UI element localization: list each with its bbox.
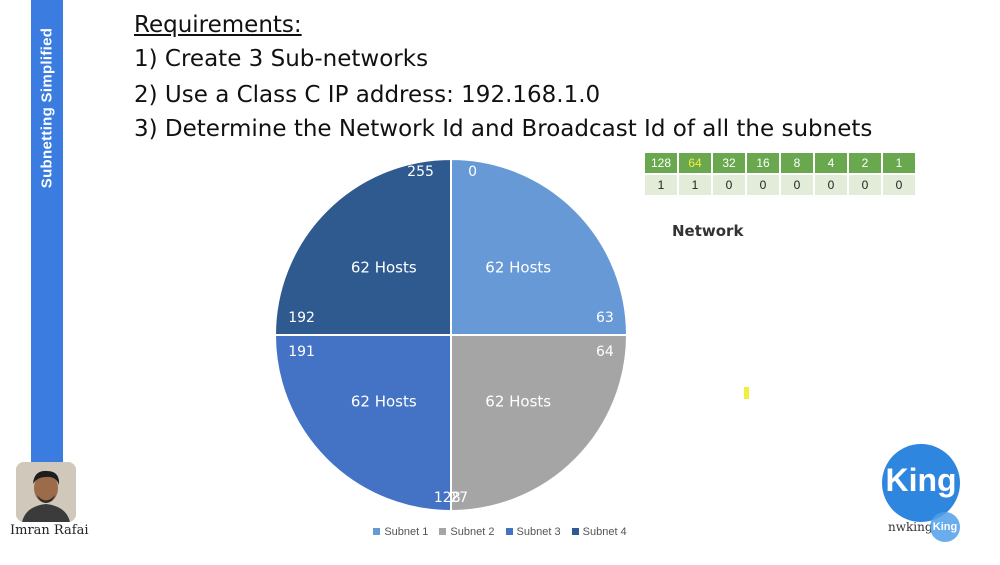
slice-range-label: 0 [468, 164, 477, 180]
legend-label: Subnet 4 [582, 526, 627, 538]
bit-cell: 0 [745, 173, 781, 197]
bit-header: 1 [881, 151, 917, 175]
legend-item: Subnet 1 [373, 526, 428, 538]
king-logo: King [882, 444, 960, 522]
slice-range-label: 63 [596, 310, 614, 326]
bit-cell: 0 [779, 173, 815, 197]
logo-text: King [885, 462, 957, 498]
bit-header: 4 [813, 151, 849, 175]
bit-cell: 0 [813, 173, 849, 197]
pen-cursor-mark [744, 387, 749, 399]
bit-header: 128 [643, 151, 679, 175]
legend-item: Subnet 4 [571, 526, 627, 538]
bit-value-row: 128 64 32 16 8 4 2 1 [643, 151, 917, 175]
legend-swatch [373, 528, 381, 535]
person-icon [16, 462, 76, 522]
network-label: Network [672, 222, 744, 240]
chart-legend: Subnet 1 Subnet 2 Subnet 3 Subnet 4 [0, 526, 1000, 538]
bit-cell: 1 [677, 173, 713, 197]
bit-header: 2 [847, 151, 883, 175]
slice-hosts-label: 62 Hosts [485, 393, 551, 411]
slice-range-label: 128 [434, 490, 461, 506]
binary-bit-table: 128 64 32 16 8 4 2 1 1 1 0 0 0 0 0 0 [643, 151, 917, 197]
bit-header: 16 [745, 151, 781, 175]
requirement-1: 1) Create 3 Sub-networks [134, 46, 429, 72]
legend-swatch [571, 528, 579, 535]
slice-hosts-label: 62 Hosts [351, 393, 417, 411]
legend-item: Subnet 2 [439, 526, 494, 538]
slice-hosts-label: 62 Hosts [351, 258, 417, 276]
presenter-avatar [16, 462, 76, 522]
pie-slice [273, 334, 452, 513]
legend-swatch [439, 528, 447, 535]
legend-swatch [505, 528, 513, 535]
requirement-2: 2) Use a Class C IP address: 192.168.1.0 [134, 82, 601, 108]
pie-slice [273, 157, 452, 336]
legend-label: Subnet 1 [384, 526, 429, 538]
requirements-title: Requirements: [134, 12, 302, 38]
slice-range-label: 255 [407, 164, 434, 180]
slice-range-label: 64 [596, 344, 614, 360]
legend-label: Subnet 2 [450, 526, 495, 538]
pie-slice [450, 157, 629, 336]
slice-range-label: 192 [288, 310, 315, 326]
bit-cell: 0 [881, 173, 917, 197]
logo-site: nwking [888, 520, 933, 534]
bit-header: 64 [677, 151, 713, 175]
slice-range-label: 191 [288, 344, 315, 360]
requirement-3: 3) Determine the Network Id and Broadcas… [134, 116, 873, 142]
bit-cell: 0 [711, 173, 747, 197]
presenter-name: Imran Rafai [10, 523, 89, 538]
bit-header: 8 [779, 151, 815, 175]
bit-state-row: 1 1 0 0 0 0 0 0 [643, 173, 917, 197]
logo-mini-badge: King [930, 512, 960, 542]
slice-hosts-label: 62 Hosts [485, 258, 551, 276]
bit-header: 32 [711, 151, 747, 175]
bit-cell: 0 [847, 173, 883, 197]
bit-cell: 1 [643, 173, 679, 197]
legend-label: Subnet 3 [516, 526, 561, 538]
sidebar-banner [31, 0, 63, 462]
pie-slice [450, 334, 629, 513]
legend-item: Subnet 3 [505, 526, 561, 538]
